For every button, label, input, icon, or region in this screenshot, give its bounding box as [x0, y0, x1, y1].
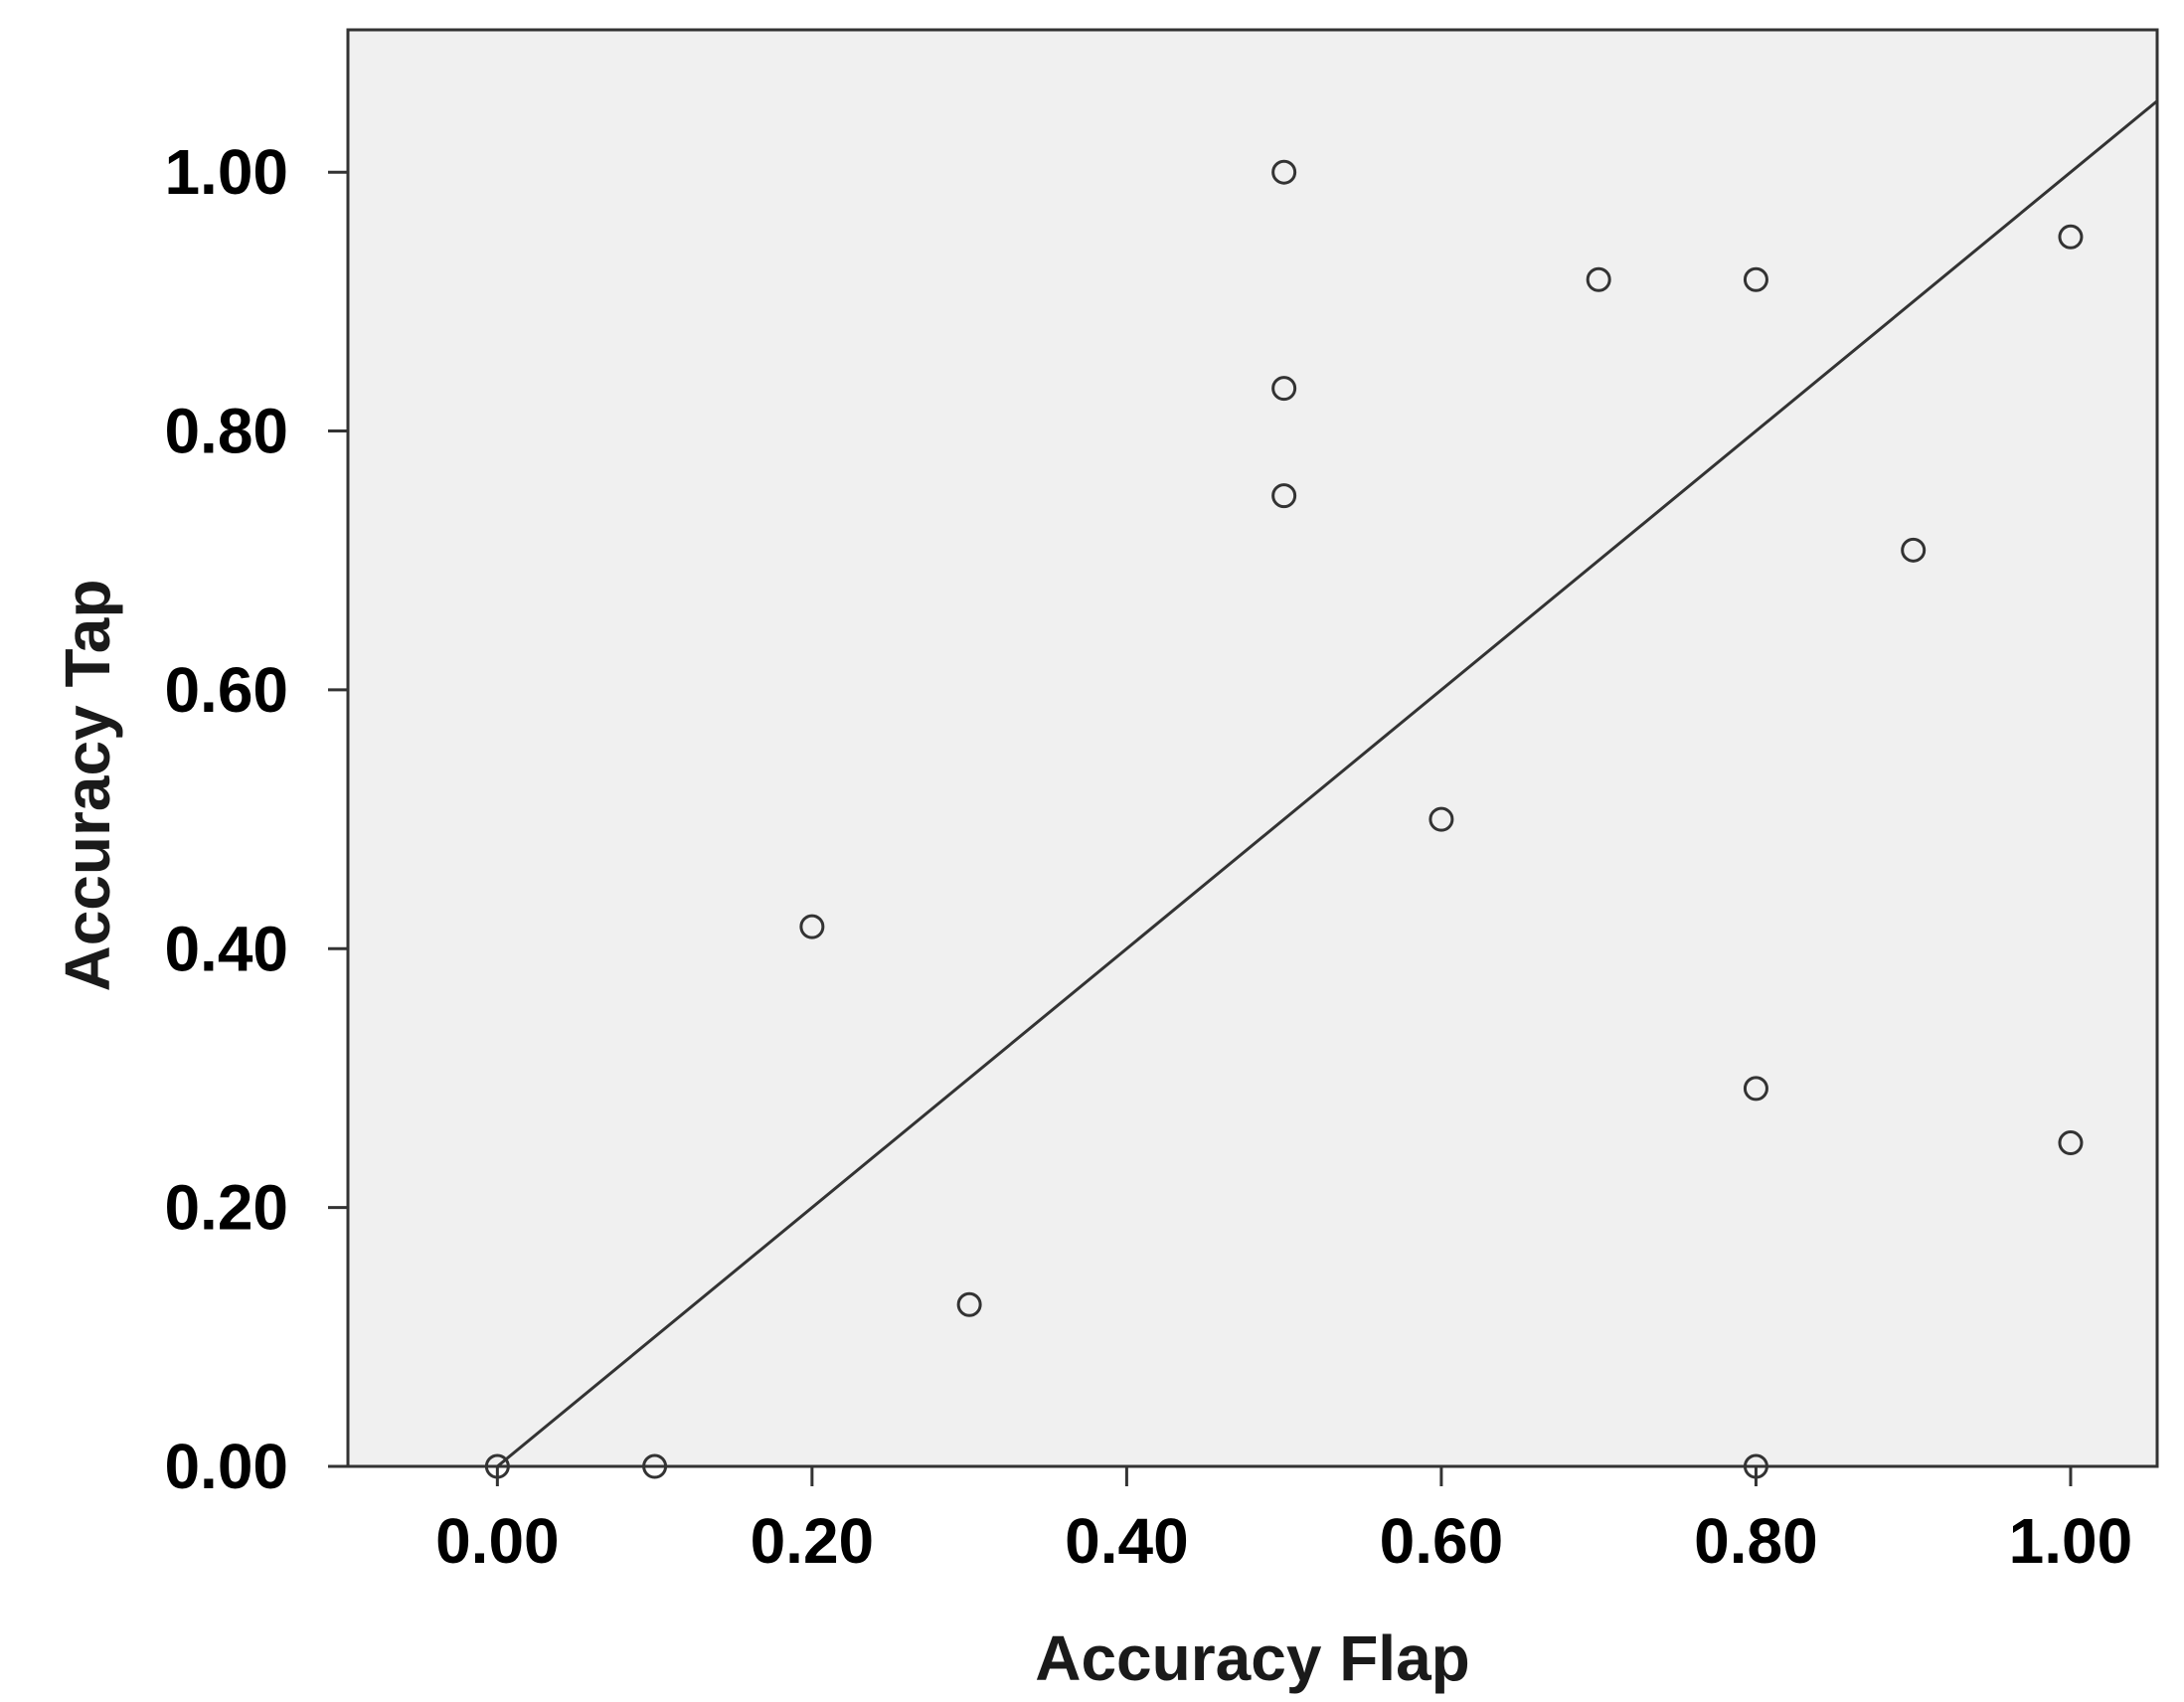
x-axis-title: Accuracy Flap: [1035, 1622, 1470, 1694]
reference-line: [496, 99, 2158, 1468]
y-tick-label: 0.60: [164, 654, 288, 726]
y-tick-label: 0.80: [164, 396, 288, 467]
data-point: [2058, 224, 2084, 250]
data-point: [1743, 266, 1768, 292]
data-point: [1901, 537, 1927, 563]
data-point: [956, 1291, 982, 1317]
data-point: [1271, 483, 1297, 509]
x-tick-label: 0.60: [1380, 1505, 1504, 1577]
x-tick-label: 0.40: [1065, 1505, 1189, 1577]
x-tick-label: 1.00: [2009, 1505, 2133, 1577]
y-tick-label: 1.00: [164, 136, 288, 208]
data-point: [1743, 1076, 1768, 1102]
data-point: [1586, 266, 1611, 292]
data-point: [799, 914, 825, 939]
data-point: [1428, 806, 1454, 832]
data-point: [642, 1453, 668, 1479]
data-points: [484, 159, 2084, 1479]
data-point: [2058, 1130, 2084, 1156]
data-point: [1271, 159, 1297, 185]
x-tick-label: 0.20: [751, 1505, 875, 1577]
y-tick-label: 0.00: [164, 1431, 288, 1502]
x-tick-label: 0.80: [1694, 1505, 1818, 1577]
data-point: [1271, 376, 1297, 402]
y-tick-label: 0.20: [164, 1172, 288, 1244]
plot-area: [346, 28, 2159, 1468]
x-tick-label: 0.00: [435, 1505, 560, 1577]
y-axis: 0.00 0.20 0.40 0.60 0.80 1.00: [164, 136, 348, 1502]
x-axis: 0.00 0.20 0.40 0.60 0.80 1.00: [435, 1466, 2132, 1577]
y-tick-label: 0.40: [164, 913, 288, 984]
y-axis-title: Accuracy Tap: [52, 580, 123, 992]
